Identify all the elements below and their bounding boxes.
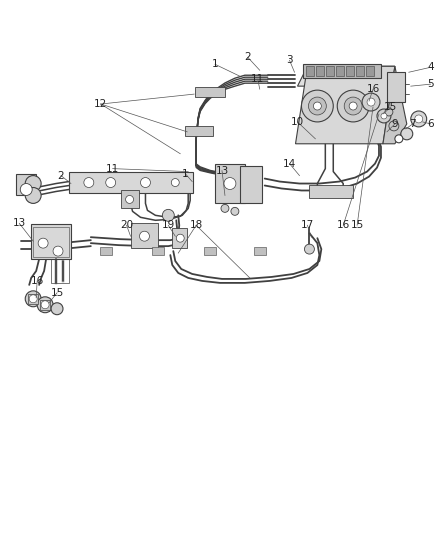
Bar xyxy=(366,66,374,76)
Text: 1: 1 xyxy=(182,168,188,179)
Circle shape xyxy=(401,128,413,140)
Circle shape xyxy=(344,97,362,115)
Text: 15: 15 xyxy=(384,102,398,112)
Bar xyxy=(309,184,353,198)
Circle shape xyxy=(304,244,314,254)
Bar xyxy=(185,126,213,136)
Text: 18: 18 xyxy=(190,220,203,230)
Bar xyxy=(254,247,266,255)
Text: 2: 2 xyxy=(244,52,251,62)
Bar xyxy=(336,66,344,76)
Bar xyxy=(152,247,164,255)
Circle shape xyxy=(395,135,403,143)
Bar xyxy=(356,66,364,76)
Text: 2: 2 xyxy=(58,171,64,181)
Bar xyxy=(40,300,50,310)
Text: 14: 14 xyxy=(283,159,296,168)
Circle shape xyxy=(41,301,49,309)
Circle shape xyxy=(415,115,423,123)
Circle shape xyxy=(141,177,150,188)
Circle shape xyxy=(51,303,63,314)
Circle shape xyxy=(362,93,380,111)
Text: 11: 11 xyxy=(106,164,119,174)
Circle shape xyxy=(84,177,94,188)
Bar xyxy=(387,72,405,102)
Circle shape xyxy=(162,209,174,221)
Circle shape xyxy=(411,111,427,127)
Text: 12: 12 xyxy=(94,99,107,109)
Circle shape xyxy=(308,97,326,115)
Circle shape xyxy=(38,238,48,248)
Text: 15: 15 xyxy=(350,220,364,230)
Circle shape xyxy=(381,113,387,119)
Circle shape xyxy=(176,234,184,242)
Polygon shape xyxy=(296,66,395,144)
Bar xyxy=(204,247,216,255)
Circle shape xyxy=(106,177,116,188)
Text: 6: 6 xyxy=(427,119,434,129)
Text: 4: 4 xyxy=(427,62,434,72)
Bar xyxy=(33,227,69,257)
Text: 13: 13 xyxy=(13,219,26,228)
Bar xyxy=(195,87,225,97)
Circle shape xyxy=(389,121,399,131)
Bar xyxy=(100,247,112,255)
Text: 16: 16 xyxy=(367,84,380,94)
Circle shape xyxy=(231,207,239,215)
Circle shape xyxy=(140,231,149,241)
Bar xyxy=(69,172,193,193)
Text: 1: 1 xyxy=(212,59,218,69)
Circle shape xyxy=(224,177,236,190)
Circle shape xyxy=(25,175,41,191)
Bar xyxy=(240,166,262,204)
Circle shape xyxy=(126,196,134,204)
Text: 5: 5 xyxy=(427,79,434,89)
Circle shape xyxy=(221,204,229,212)
Circle shape xyxy=(25,188,41,204)
Bar xyxy=(326,66,334,76)
Circle shape xyxy=(25,291,41,307)
Bar xyxy=(28,294,38,304)
Circle shape xyxy=(301,90,333,122)
Bar xyxy=(51,259,69,283)
Bar xyxy=(131,223,159,248)
Circle shape xyxy=(314,102,321,110)
Text: 10: 10 xyxy=(291,117,304,127)
Text: 17: 17 xyxy=(301,220,314,230)
Circle shape xyxy=(337,90,369,122)
Circle shape xyxy=(37,297,53,313)
Bar xyxy=(16,174,36,196)
Text: 16: 16 xyxy=(31,276,44,286)
Bar xyxy=(31,224,71,259)
Bar xyxy=(307,66,314,76)
Circle shape xyxy=(349,102,357,110)
Bar xyxy=(316,66,324,76)
Text: 15: 15 xyxy=(50,288,64,298)
Text: 20: 20 xyxy=(120,220,133,230)
Text: 16: 16 xyxy=(336,220,350,230)
Circle shape xyxy=(20,183,32,196)
Circle shape xyxy=(53,246,63,256)
Text: 19: 19 xyxy=(162,220,175,230)
Text: 9: 9 xyxy=(392,119,398,129)
Text: 3: 3 xyxy=(286,55,293,66)
Polygon shape xyxy=(383,66,407,144)
Bar xyxy=(346,66,354,76)
Circle shape xyxy=(377,109,391,123)
Polygon shape xyxy=(297,66,395,86)
Bar xyxy=(172,228,187,248)
Text: 13: 13 xyxy=(215,166,229,175)
Text: 7: 7 xyxy=(410,119,416,129)
Bar xyxy=(304,64,381,78)
Circle shape xyxy=(29,295,37,303)
Circle shape xyxy=(171,179,179,187)
Bar xyxy=(120,190,138,208)
Circle shape xyxy=(367,98,375,106)
Bar xyxy=(215,164,245,204)
Circle shape xyxy=(385,108,393,116)
Text: 11: 11 xyxy=(251,74,265,84)
